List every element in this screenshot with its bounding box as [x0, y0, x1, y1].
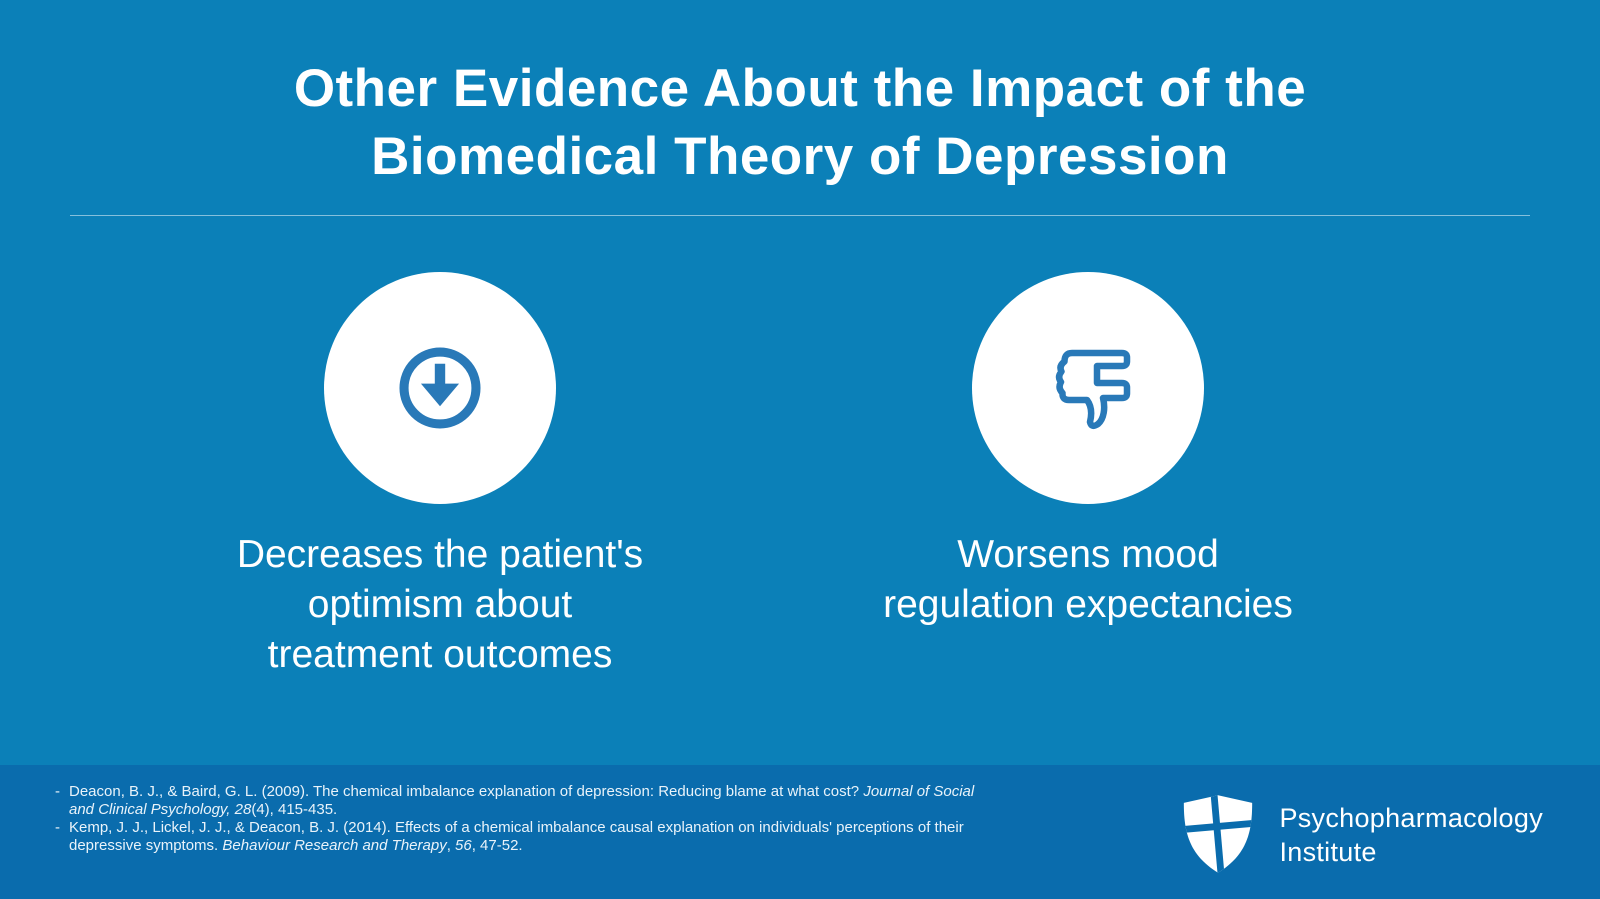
down-arrow-circle-icon	[399, 347, 481, 429]
title-line-1: Other Evidence About the Impact of the	[293, 59, 1307, 118]
title-line-2: Biomedical Theory of Depression	[371, 127, 1229, 186]
reference-item: - Kemp, J. J., Lickel, J. J., & Deacon, …	[55, 819, 985, 855]
thumbs-down-icon	[1055, 349, 1131, 430]
circle-badge	[324, 272, 556, 504]
logo-text: Psychopharmacology Institute	[1279, 801, 1543, 869]
logo-line-2: Institute	[1279, 837, 1377, 867]
slide-title: Other Evidence About the Impact of the B…	[0, 0, 1600, 191]
references-list: - Deacon, B. J., & Baird, G. L. (2009). …	[55, 783, 985, 899]
caption-line: optimism about	[307, 583, 573, 626]
item-caption: Worsens mood regulation expectancies	[883, 530, 1293, 630]
reference-text: Kemp, J. J., Lickel, J. J., & Deacon, B.…	[69, 819, 964, 854]
content-row: Decreases the patient's optimism about t…	[0, 272, 1600, 680]
logo-line-1: Psychopharmacology	[1279, 803, 1543, 833]
title-divider	[70, 215, 1530, 216]
reference-item: - Deacon, B. J., & Baird, G. L. (2009). …	[55, 783, 985, 819]
logo: Psychopharmacology Institute	[1179, 793, 1543, 899]
item-decreases-optimism: Decreases the patient's optimism about t…	[152, 272, 728, 680]
caption-line: Decreases the patient's	[236, 533, 644, 576]
footer-band: - Deacon, B. J., & Baird, G. L. (2009). …	[0, 765, 1600, 899]
shield-cross-logo-icon	[1184, 795, 1253, 873]
item-caption: Decreases the patient's optimism about t…	[237, 530, 643, 680]
circle-badge	[972, 272, 1204, 504]
reference-bullet: -	[55, 783, 60, 800]
item-worsens-expectancies: Worsens mood regulation expectancies	[788, 272, 1388, 680]
caption-line: regulation expectancies	[883, 583, 1293, 626]
reference-text: Deacon, B. J., & Baird, G. L. (2009). Th…	[69, 783, 975, 818]
reference-bullet: -	[55, 819, 60, 836]
caption-line: treatment outcomes	[267, 633, 613, 676]
caption-line: Worsens mood	[957, 533, 1219, 576]
